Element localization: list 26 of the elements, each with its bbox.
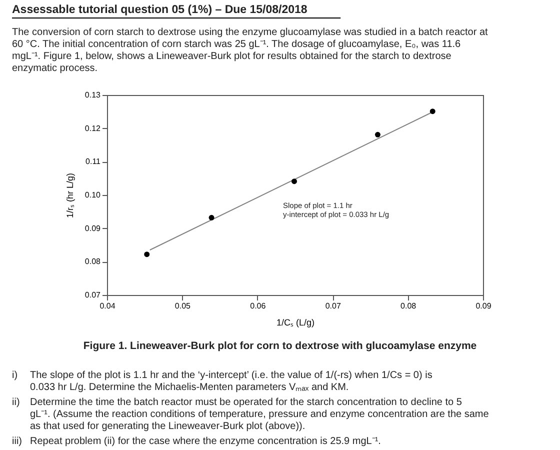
y-axis-title: 1/rₛ (hr L/g) xyxy=(64,172,75,218)
text: iii) Repeat problem (ii) for the case where the enzyme concentration is 25.9 mgL⁻¹. xyxy=(12,436,381,447)
text: The conversion of corn starch to dextrose using the enzyme glucoamylase was studied in a batch reactor at 60 °C. The initial concentration of corn starch was 25 gL⁻¹. The dosage of glucoamylase, E₀, was 11.6 mgL⁻¹. Figure 1, below, shows a Lineweaver-Burk plot for results obtained for the starch to dextrose enzymatic process. xyxy=(12,27,488,74)
y-tick-label: 0.09 xyxy=(84,224,102,233)
y-tick-label: 0.13 xyxy=(84,90,102,100)
y-tick-label: 0.10 xyxy=(84,190,102,200)
y-tick-label: 0.12 xyxy=(84,124,102,133)
point xyxy=(374,132,380,138)
x-tick-label: 0.05 xyxy=(174,302,192,310)
x-tick-label: 0.06 xyxy=(250,302,266,310)
caption: Figure 1. Lineweaver-Burk plot for corn to dextrose with glucoamylase enzyme xyxy=(83,340,477,352)
x-tick-label: 0.04 xyxy=(100,302,116,310)
point xyxy=(430,108,436,114)
x-axis-title: 1/Cₛ (L/g) xyxy=(276,318,315,328)
chart-title: Assessable tutorial question 05 (1%) – Due 15/08/2018 xyxy=(12,4,308,16)
point xyxy=(292,178,297,184)
x-tick-label: 0.09 xyxy=(476,302,492,310)
text: i) The slope of the plot is 1.1 hr and the ‘y-intercept’ (i.e. the value of 1/(-rs) when 1/Cs = 0) is 0.033 hr L/g. Determine the Michaelis-Menten parameters Vₘₐₓ and KM. xyxy=(12,370,432,393)
y-tick-label: 0.08 xyxy=(84,257,102,266)
text: ii) Determine the time the batch reactor must be operated for the starch concentration to decline to 5 gL⁻¹. (Assume the reaction conditions of temperature, pressure and enzyme concentration are the same as that used for generating the Lineweaver-Burk plot (above)). xyxy=(12,397,490,432)
y-tick-label: 0.11 xyxy=(86,157,102,166)
x-tick-label: 0.07 xyxy=(325,302,342,310)
y-tick-label: 0.07 xyxy=(84,290,102,300)
x-tick-label: 0.08 xyxy=(400,302,417,310)
point xyxy=(144,252,150,258)
point xyxy=(208,214,214,220)
